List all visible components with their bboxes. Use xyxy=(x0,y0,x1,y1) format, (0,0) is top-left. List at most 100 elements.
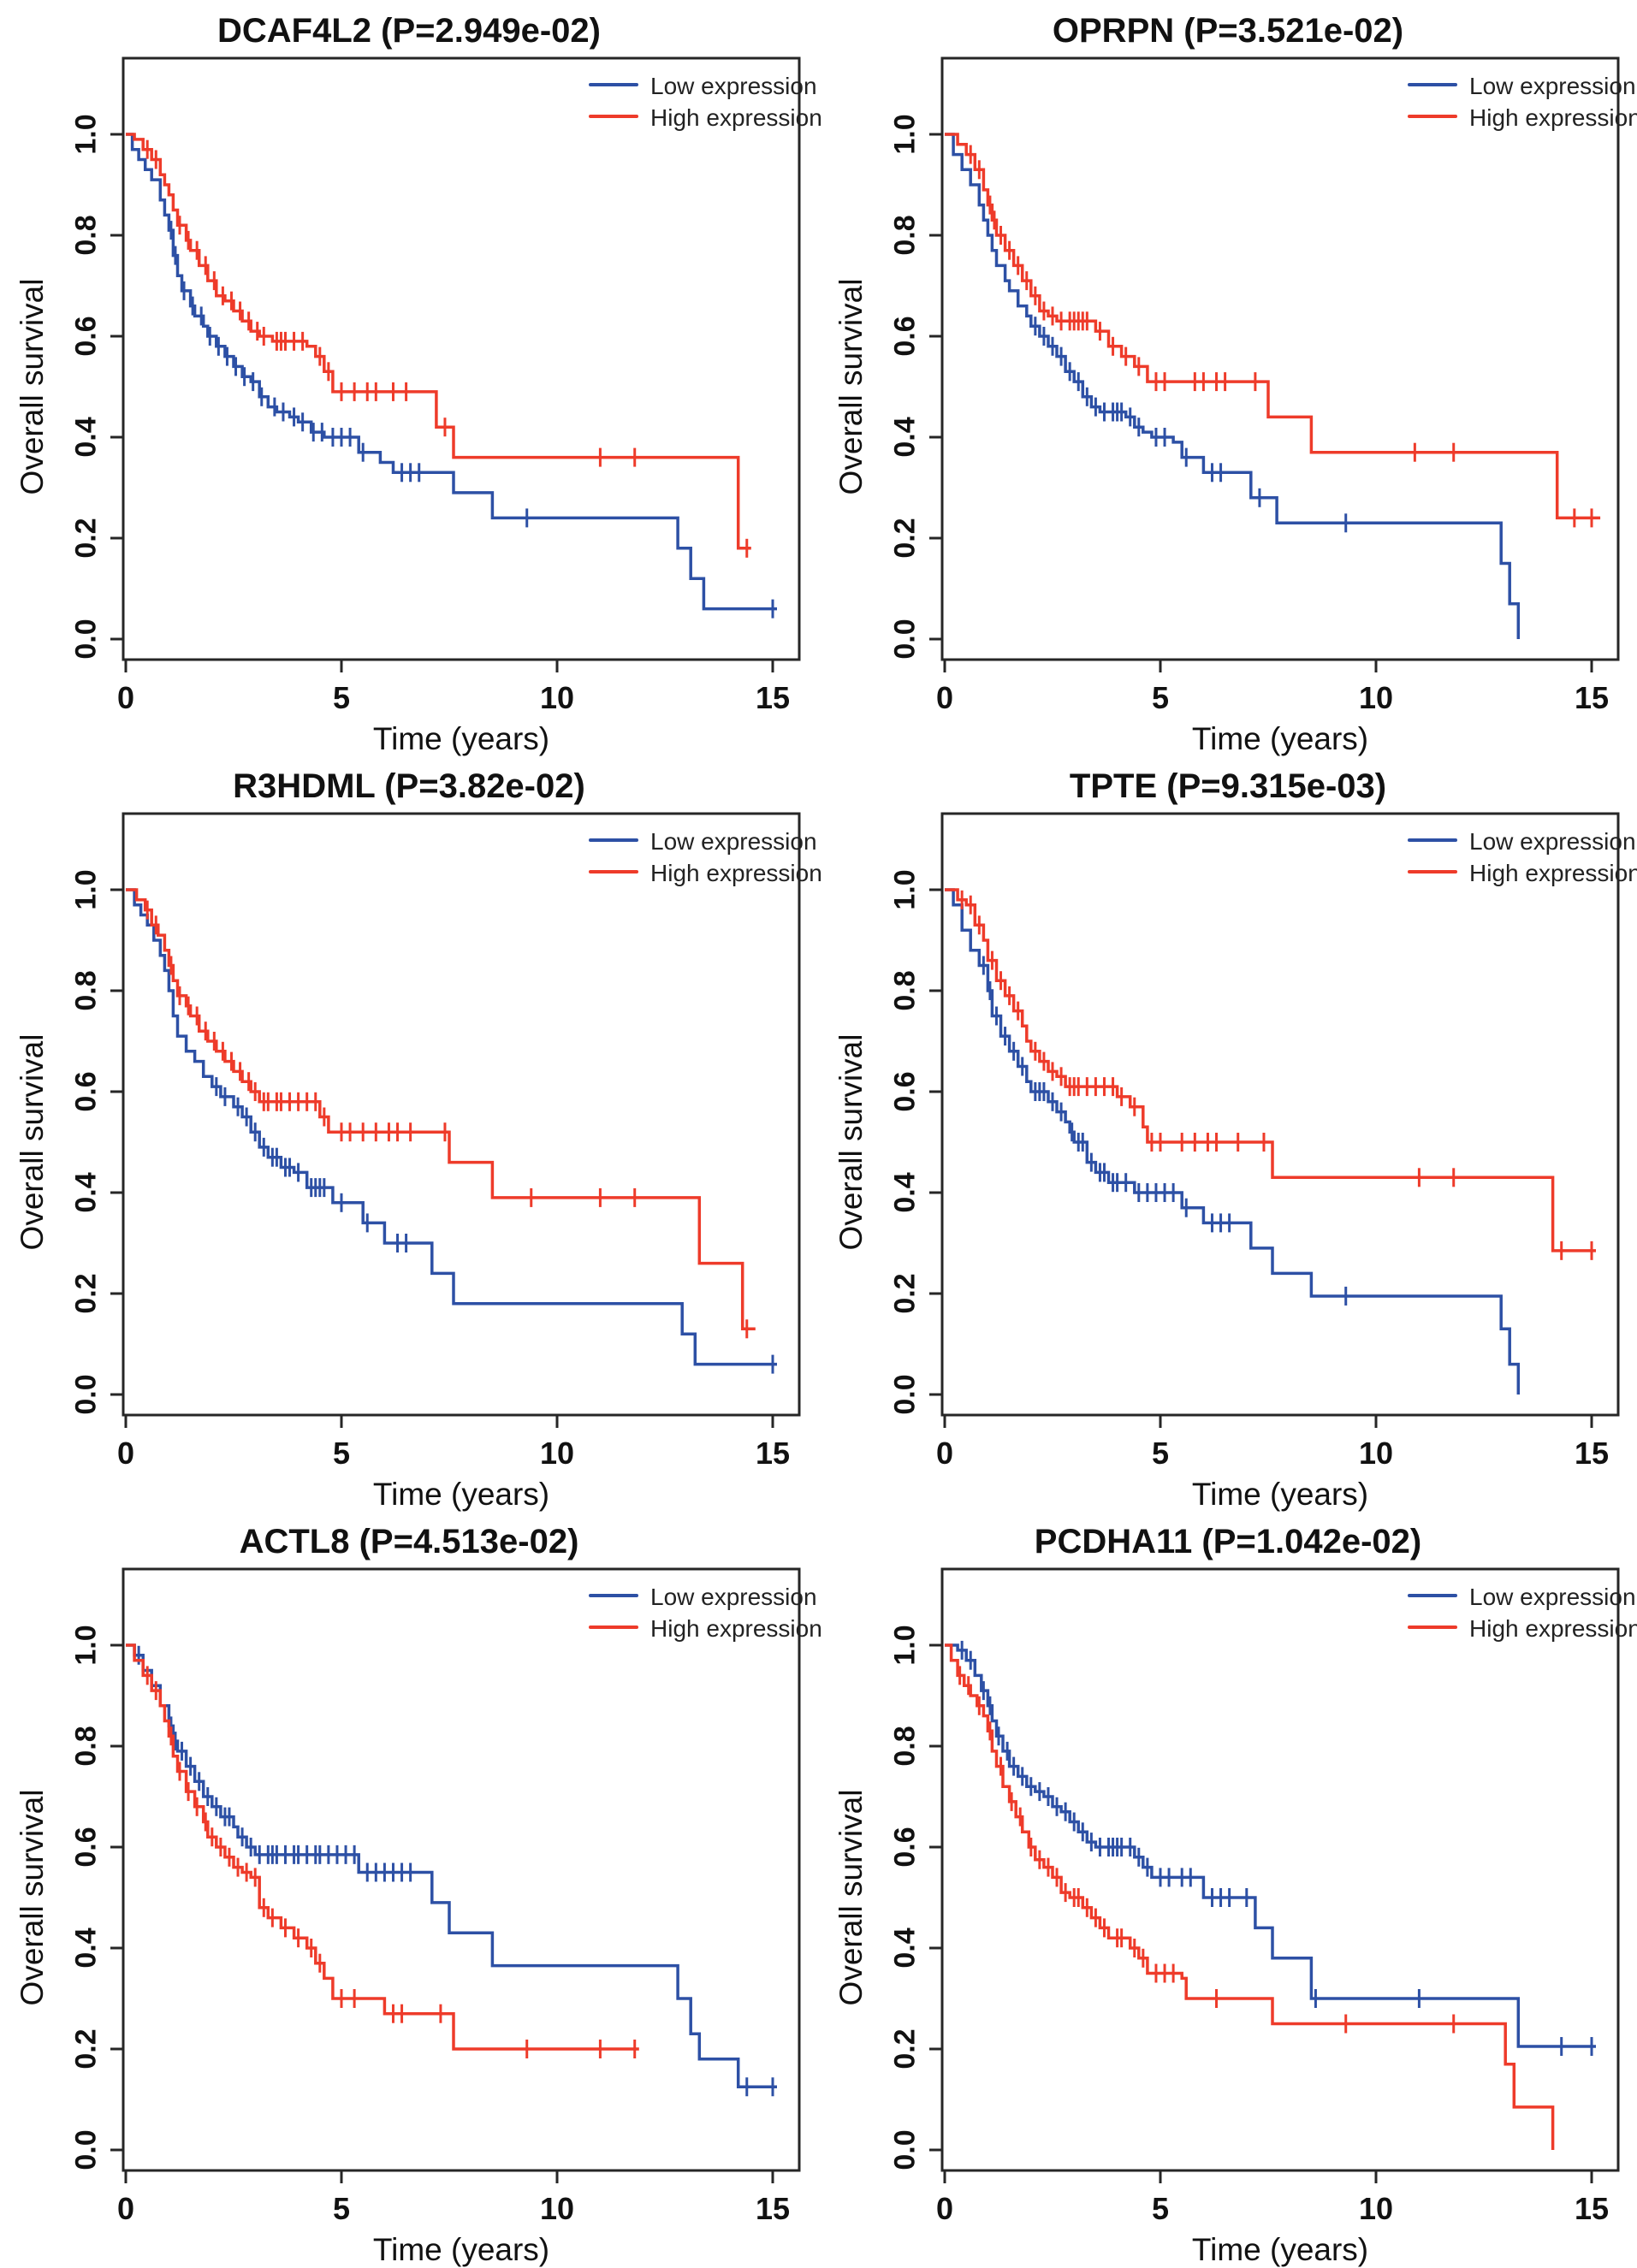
km-plot-svg xyxy=(929,56,1620,672)
legend-high-label: High expression xyxy=(650,104,822,131)
x-tick-label: 10 xyxy=(1358,1436,1394,1471)
x-tick-label: 15 xyxy=(755,680,791,715)
legend-high-line xyxy=(1408,1625,1457,1629)
y-tick-label: 0.6 xyxy=(69,316,103,357)
panel-title: PCDHA11 (P=1.042e-02) xyxy=(1034,1523,1422,1560)
x-tick-label: 15 xyxy=(1574,680,1610,715)
legend-low-label: Low expression xyxy=(650,1584,817,1610)
y-tick-label: 0.0 xyxy=(69,619,103,660)
y-tick-label: 0.8 xyxy=(69,215,103,256)
x-tick-label: 5 xyxy=(1151,680,1170,715)
x-tick-label: 15 xyxy=(1574,1436,1610,1471)
y-tick-label: 1.0 xyxy=(888,114,922,155)
km-plot-svg xyxy=(110,812,801,1428)
x-tick-label: 10 xyxy=(1358,2191,1394,2226)
x-tick-label: 5 xyxy=(332,2191,351,2226)
legend-low-line xyxy=(1408,1594,1457,1597)
legend-high-line xyxy=(1408,870,1457,873)
y-tick-label: 0.0 xyxy=(69,1374,103,1415)
legend-low-line xyxy=(589,83,638,86)
x-tick-label: 0 xyxy=(935,680,954,715)
x-tick-label: 15 xyxy=(1574,2191,1610,2226)
km-panel: PCDHA11 (P=1.042e-02) Overall survival 0… xyxy=(819,1511,1637,2267)
x-tick-label: 0 xyxy=(116,1436,135,1471)
y-axis-label: Overall survival xyxy=(15,278,50,495)
legend-low-line xyxy=(589,838,638,842)
x-tick-label: 10 xyxy=(539,2191,575,2226)
y-tick-label: 1.0 xyxy=(888,869,922,910)
y-tick-label: 0.4 xyxy=(69,1172,103,1213)
km-plot-svg xyxy=(110,56,801,672)
km-plot-svg xyxy=(929,1567,1620,2183)
km-panel: R3HDML (P=3.82e-02) Overall survival 0.0… xyxy=(0,755,822,1512)
x-tick-label: 0 xyxy=(116,680,135,715)
legend-low-line xyxy=(589,1594,638,1597)
y-tick-label: 0.4 xyxy=(888,1172,922,1213)
y-tick-label: 0.2 xyxy=(888,518,922,559)
y-tick-label: 0.8 xyxy=(888,970,922,1011)
panel-title: R3HDML (P=3.82e-02) xyxy=(233,767,585,805)
legend-high-label: High expression xyxy=(1469,860,1637,886)
legend-high-line xyxy=(589,115,638,118)
km-panel: ACTL8 (P=4.513e-02) Overall survival 0.0… xyxy=(0,1511,822,2267)
y-tick-label: 0.8 xyxy=(888,215,922,256)
x-tick-label: 5 xyxy=(332,1436,351,1471)
y-tick-label: 0.2 xyxy=(69,1273,103,1314)
y-tick-label: 0.6 xyxy=(69,1827,103,1868)
legend-low-line xyxy=(1408,838,1457,842)
y-tick-label: 0.6 xyxy=(888,1827,922,1868)
y-tick-label: 0.0 xyxy=(888,2129,922,2170)
km-panel: OPRPN (P=3.521e-02) Overall survival 0.0… xyxy=(819,0,1637,756)
x-tick-label: 5 xyxy=(1151,1436,1170,1471)
x-axis-label: Time (years) xyxy=(1191,721,1369,756)
y-tick-label: 1.0 xyxy=(69,114,103,155)
legend-high-label: High expression xyxy=(650,1615,822,1642)
legend-low-label: Low expression xyxy=(1469,828,1636,855)
y-axis-label: Overall survival xyxy=(833,278,869,495)
legend-low-label: Low expression xyxy=(1469,1584,1636,1610)
panel-title: DCAF4L2 (P=2.949e-02) xyxy=(217,12,601,50)
x-tick-label: 5 xyxy=(1151,2191,1170,2226)
legend-high-line xyxy=(589,1625,638,1629)
panel-title: ACTL8 (P=4.513e-02) xyxy=(239,1523,579,1560)
y-tick-label: 0.4 xyxy=(69,1928,103,1969)
panel-title: TPTE (P=9.315e-03) xyxy=(1069,767,1387,805)
y-tick-label: 0.0 xyxy=(888,1374,922,1415)
y-tick-label: 1.0 xyxy=(69,1625,103,1666)
x-axis-label: Time (years) xyxy=(372,1477,550,1512)
legend-high-line xyxy=(589,870,638,873)
legend-high-label: High expression xyxy=(1469,1615,1637,1642)
x-tick-label: 10 xyxy=(539,680,575,715)
y-tick-label: 0.8 xyxy=(69,970,103,1011)
legend-low-label: Low expression xyxy=(1469,73,1636,99)
y-axis-label: Overall survival xyxy=(833,1033,869,1251)
x-axis-label: Time (years) xyxy=(372,2232,550,2267)
y-tick-label: 0.4 xyxy=(69,417,103,458)
panel-title: OPRPN (P=3.521e-02) xyxy=(1052,12,1404,50)
y-axis-label: Overall survival xyxy=(833,1789,869,2006)
y-tick-label: 0.2 xyxy=(69,518,103,559)
km-panel: TPTE (P=9.315e-03) Overall survival 0.0 … xyxy=(819,755,1637,1512)
y-tick-label: 0.8 xyxy=(69,1726,103,1767)
y-tick-label: 0.0 xyxy=(888,619,922,660)
y-axis-label: Overall survival xyxy=(15,1033,50,1251)
y-tick-label: 0.0 xyxy=(69,2129,103,2170)
x-tick-label: 0 xyxy=(116,2191,135,2226)
x-tick-label: 5 xyxy=(332,680,351,715)
x-tick-label: 0 xyxy=(935,2191,954,2226)
y-tick-label: 0.4 xyxy=(888,1928,922,1969)
y-tick-label: 0.6 xyxy=(888,316,922,357)
legend-high-label: High expression xyxy=(650,860,822,886)
legend-low-label: Low expression xyxy=(650,73,817,99)
x-tick-label: 15 xyxy=(755,1436,791,1471)
y-tick-label: 0.2 xyxy=(888,1273,922,1314)
x-axis-label: Time (years) xyxy=(372,721,550,756)
y-tick-label: 1.0 xyxy=(888,1625,922,1666)
y-tick-label: 0.6 xyxy=(69,1071,103,1112)
km-plot-svg xyxy=(110,1567,801,2183)
y-axis-label: Overall survival xyxy=(15,1789,50,2006)
y-tick-label: 0.4 xyxy=(888,417,922,458)
km-plot-svg xyxy=(929,812,1620,1428)
x-tick-label: 10 xyxy=(539,1436,575,1471)
